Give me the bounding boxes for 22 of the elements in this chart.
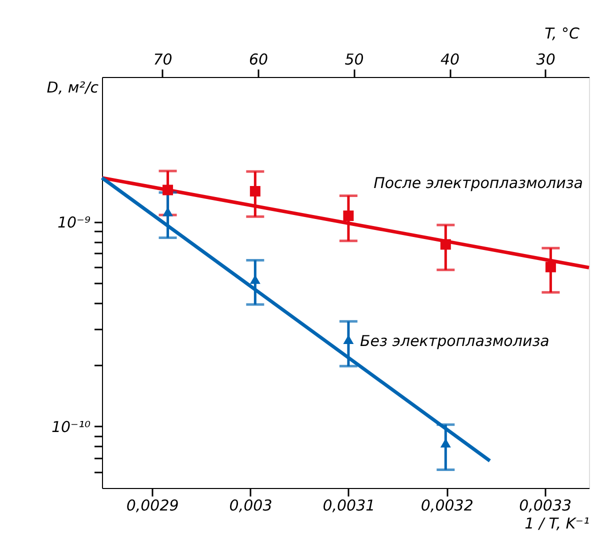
x-axis-title: 1 / T, K⁻¹ — [524, 514, 590, 532]
point — [250, 186, 260, 196]
x-tick-label: 0,0033 — [519, 496, 572, 514]
x2-tick-label: 30 — [536, 50, 556, 68]
x2-tick-label: 70 — [153, 50, 172, 68]
x-tick-label: 0,0032 — [420, 496, 474, 514]
point — [440, 239, 451, 250]
x2-tick-label: 50 — [344, 50, 364, 68]
y-axis-title: D, м²/с — [46, 78, 100, 96]
x2-tick-label: 60 — [248, 50, 268, 68]
y-tick-label: 10⁻⁹ — [57, 213, 90, 232]
series-label: Без электроплазмолиза — [360, 332, 550, 350]
x-tick-label: 0,003 — [229, 496, 272, 514]
x-tick-label: 0,0031 — [322, 496, 376, 514]
point — [545, 262, 556, 272]
y-tick-label: 10⁻¹⁰ — [51, 418, 90, 436]
point — [162, 184, 174, 196]
x2-tick-label: 40 — [440, 50, 460, 68]
x-tick-label: 0,0029 — [126, 496, 179, 514]
x2-axis-title: T, °C — [544, 24, 580, 42]
series-label: После электроплазмолиза — [374, 174, 583, 192]
point — [343, 210, 354, 222]
